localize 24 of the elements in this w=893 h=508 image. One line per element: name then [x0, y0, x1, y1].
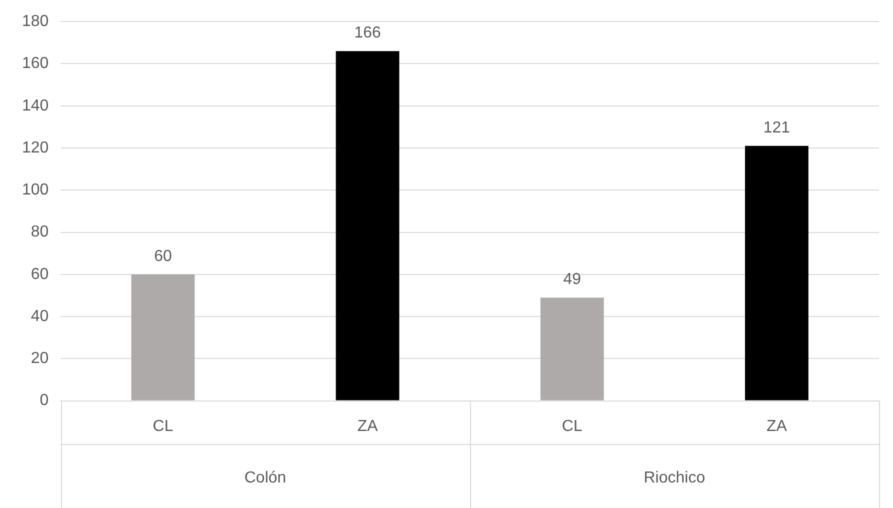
x-tick-label: ZA: [766, 418, 788, 435]
y-tick-label: 0: [40, 392, 49, 410]
bar: [745, 146, 808, 400]
x-tick-label: ZA: [357, 418, 378, 435]
y-tick-label: 40: [30, 308, 49, 325]
bar: [131, 274, 195, 400]
bar: [336, 51, 400, 400]
data-label: 121: [763, 119, 790, 136]
y-tick-label: 60: [30, 266, 49, 283]
y-tick-label: 120: [22, 139, 49, 156]
data-label: 60: [154, 248, 172, 265]
y-tick-label: 140: [22, 97, 49, 114]
y-tick-label: 80: [30, 224, 49, 241]
y-tick-label: 180: [22, 13, 49, 30]
x-tick-label: CL: [562, 418, 582, 435]
x-tick-label: CL: [152, 418, 174, 435]
bar: [540, 298, 604, 400]
data-label: 49: [563, 270, 582, 288]
text: Colón: [244, 469, 286, 486]
y-tick-label: 160: [22, 55, 49, 72]
y-tick-label: 20: [30, 350, 49, 368]
data-label: 166: [354, 24, 382, 42]
y-tick-label: 100: [22, 182, 49, 199]
text: Riochico: [644, 469, 706, 486]
